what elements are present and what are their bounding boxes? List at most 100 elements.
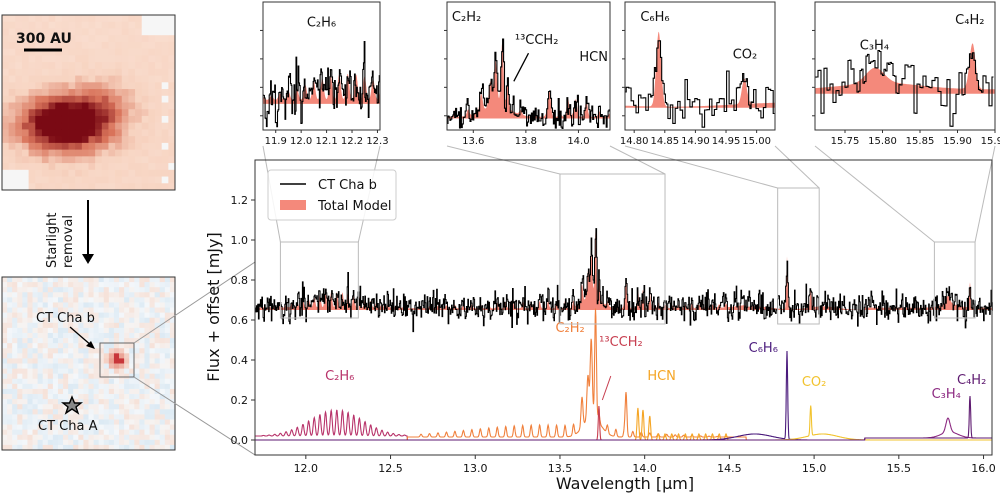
pixel [2,368,8,375]
pixel [41,62,49,70]
pixel [7,292,13,298]
pixel [12,373,18,380]
pixel [2,142,10,151]
pixel [124,424,130,431]
pixel [68,358,74,364]
pixel [128,35,136,43]
pixel [88,176,96,184]
pixel [55,95,63,103]
pixel [113,439,120,446]
pixel [83,383,89,390]
pixel [93,363,100,369]
pixel [159,394,166,400]
component-line-1 [255,308,992,441]
pixel [7,439,13,446]
pixel [55,176,63,184]
pixel [95,55,103,63]
pixel [57,292,64,298]
pixel [141,109,149,117]
pixel [139,317,145,324]
pixel [121,55,129,63]
pixel [161,109,169,117]
pixel [169,378,176,385]
pixel [144,332,150,339]
pixel [32,373,39,380]
pixel [32,363,39,369]
pixel [149,388,156,395]
pixel [95,149,103,157]
pixel [108,142,116,151]
pixel [73,348,79,354]
pixel [124,297,130,303]
pixel [149,404,156,410]
pixel [32,332,39,339]
component-label: C₆H₆ [749,341,778,356]
pixel [83,307,89,314]
pixel [169,343,176,349]
pixel [98,277,105,283]
pixel [37,378,44,385]
pixel [159,434,166,441]
pixel [42,317,49,324]
pixel [101,82,109,90]
pixel [144,327,150,334]
pixel [73,383,79,390]
pixel [161,129,169,137]
pixel [139,409,145,415]
pixel [149,378,156,385]
pixel [15,75,23,83]
pixel [37,388,44,395]
pixel [68,15,76,23]
pixel [27,327,33,334]
pixel [52,353,59,359]
pixel [41,48,49,56]
pixel [27,292,33,298]
pixel [7,353,13,359]
pixel [73,353,79,359]
pixel [113,292,120,298]
pixel [47,353,54,359]
pixel [164,353,171,359]
pixel [28,35,36,43]
pixel [139,373,145,380]
pixel [95,35,103,43]
pixel [41,41,49,50]
pixel [37,277,44,283]
pixel [108,317,115,324]
pixel [37,353,44,359]
pixel [55,82,63,90]
pixel [68,383,74,390]
pixel [52,332,59,339]
pixel [139,444,145,451]
pixel [12,378,18,385]
pixel [113,282,120,288]
pixel [57,363,64,369]
pixel [149,322,156,329]
zoom-connector [133,261,256,344]
pixel [73,378,79,385]
pixel [47,394,54,400]
pixel [17,419,23,425]
pixel [169,292,176,298]
pixel [22,439,28,446]
pixel [7,312,13,319]
pixel [101,163,109,171]
pixel [134,348,140,354]
pixel [115,48,123,56]
pixel [41,82,49,90]
pixel [83,358,89,364]
pixel [93,338,100,344]
pixel [2,149,10,157]
pixel [124,394,130,400]
pixel [144,414,150,420]
inset-x-tick-label: 13.6 [462,136,484,147]
pixel [93,434,100,441]
pixel [101,122,109,130]
pixel [95,156,103,164]
pixel [61,122,69,130]
pixel [168,48,176,56]
pixel [22,363,28,369]
pixel [15,129,23,137]
pixel [161,176,169,184]
